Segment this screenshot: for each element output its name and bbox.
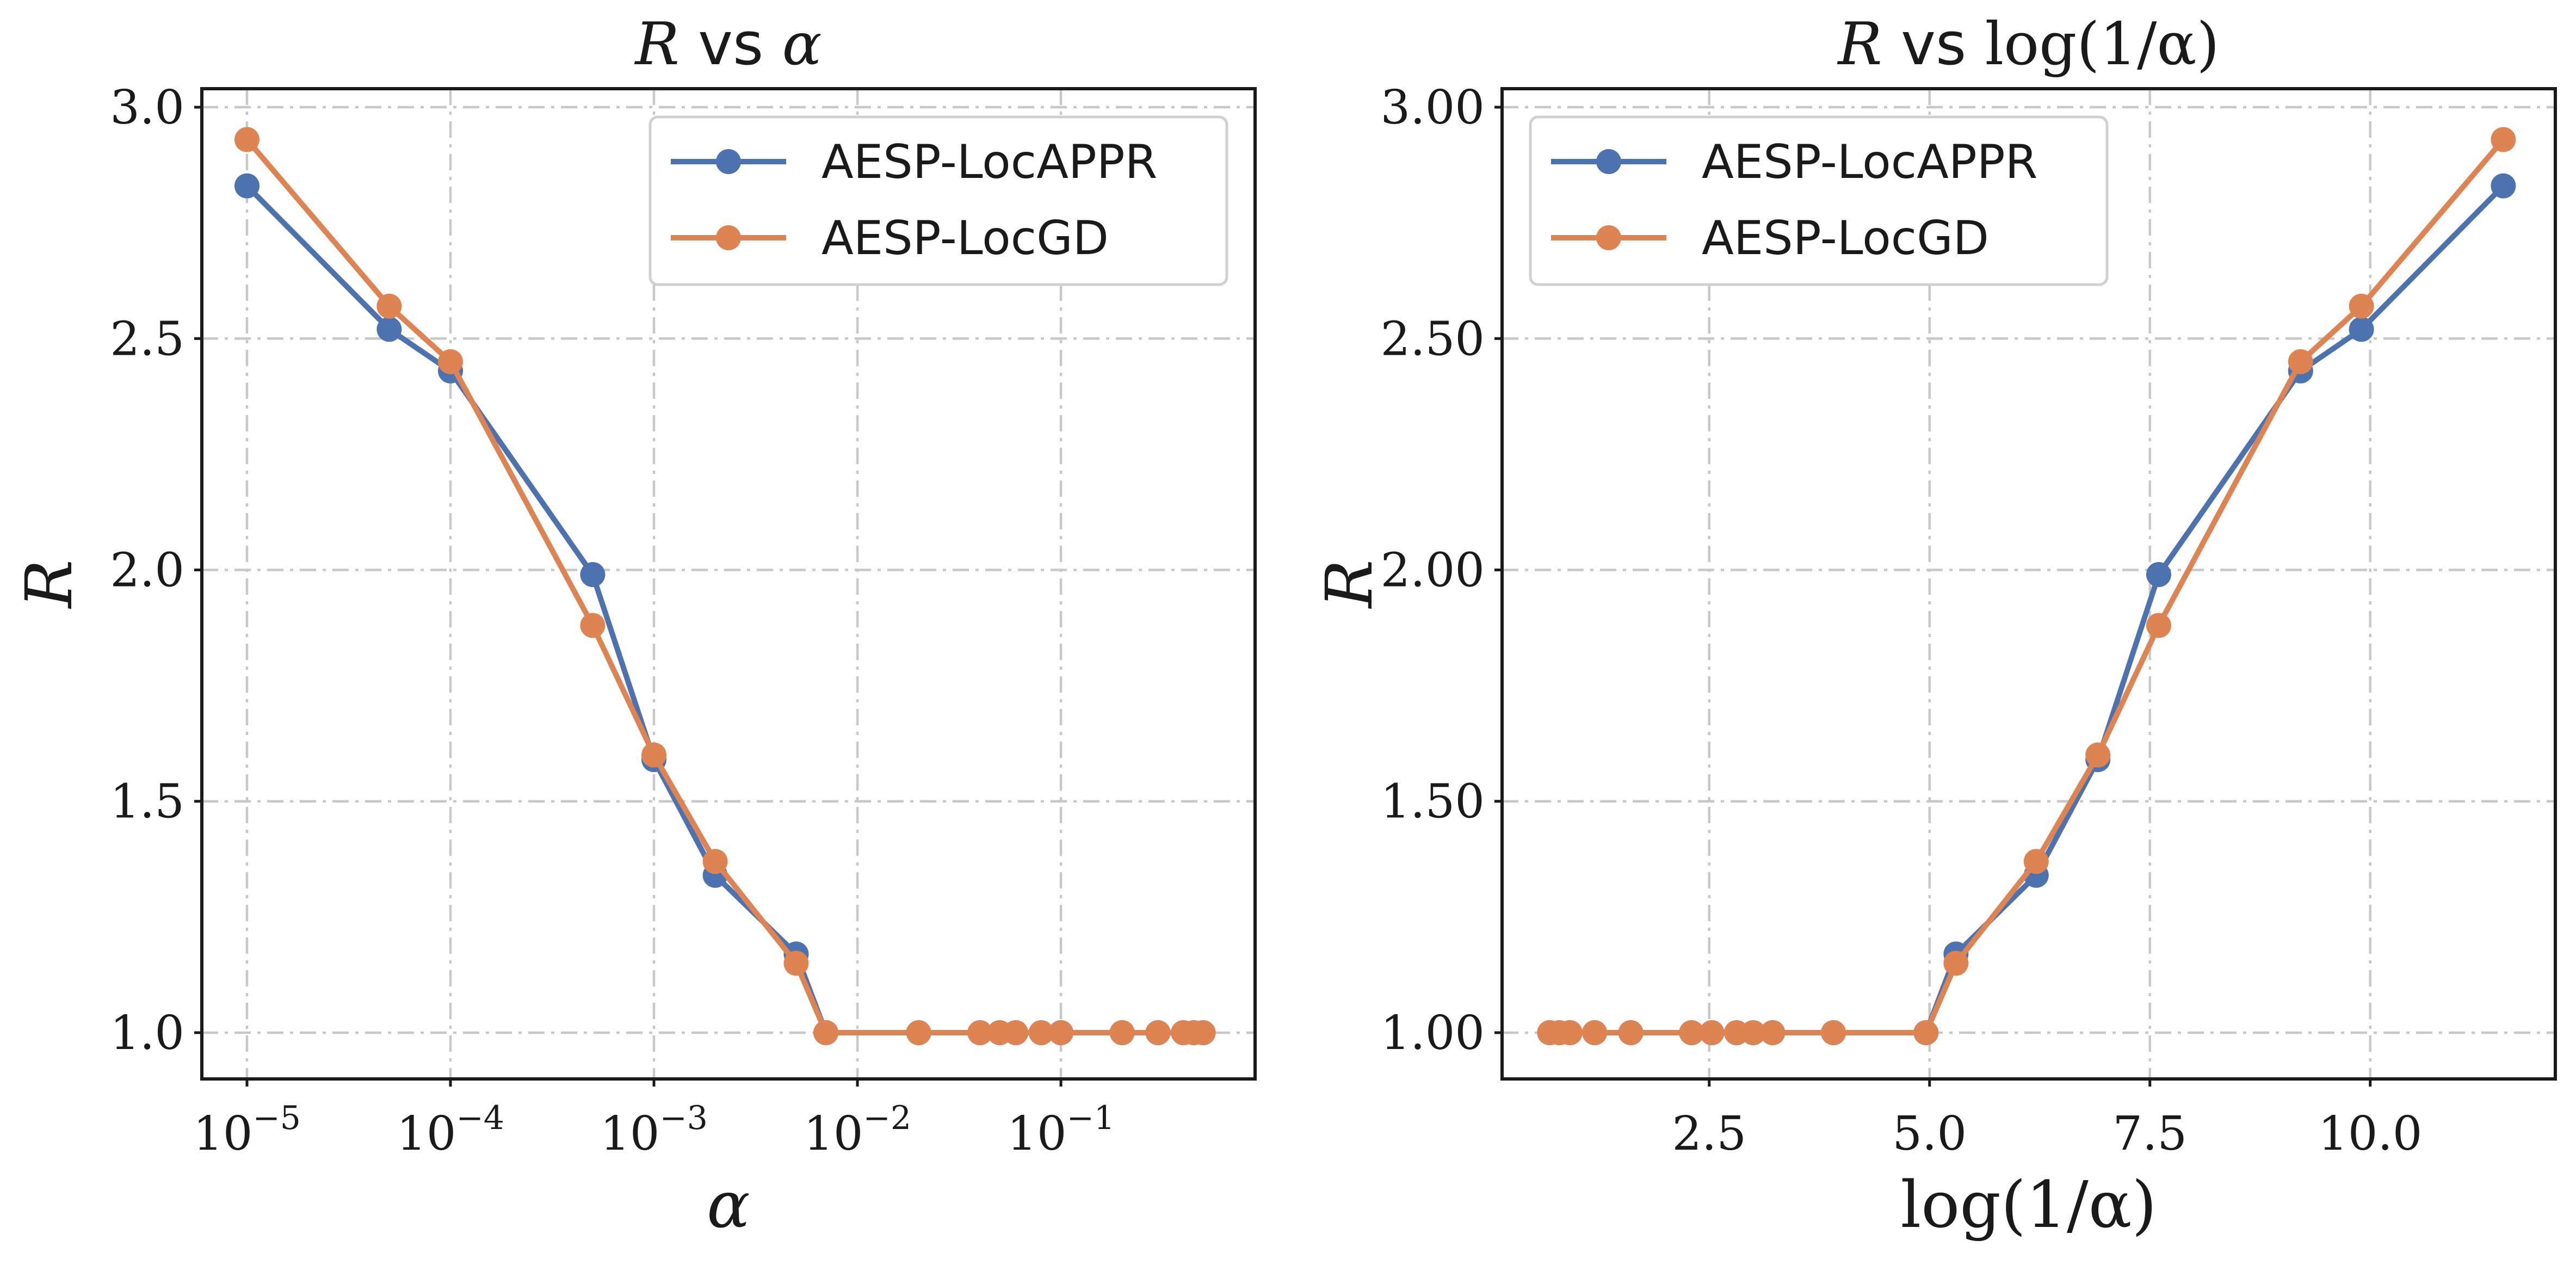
data-point — [2349, 293, 2374, 319]
data-point — [1618, 1020, 1644, 1045]
data-point — [1028, 1020, 1054, 1045]
data-point — [1557, 1020, 1583, 1045]
data-point — [234, 173, 260, 199]
legend-swatch-marker — [716, 149, 741, 174]
tick-exponent: −4 — [456, 1099, 504, 1137]
y-tick-label: 2.5 — [110, 312, 184, 366]
x-tick-label: 7.5 — [2112, 1107, 2187, 1161]
data-point — [580, 562, 606, 587]
title-part: vs — [1901, 10, 1985, 78]
tick-exponent: −5 — [252, 1099, 300, 1137]
chart-title: R vs log(1/α) — [1837, 10, 2219, 78]
data-point — [1760, 1020, 1786, 1045]
data-point — [641, 742, 667, 768]
y-tick-label: 2.00 — [1381, 543, 1485, 597]
axes-frame — [200, 87, 1257, 1081]
data-point — [2491, 127, 2516, 152]
x-tick-label: 10−5 — [193, 1099, 301, 1161]
data-point — [580, 613, 606, 638]
legend: AESP-LocAPPR AESP-LocGD — [1529, 115, 2109, 286]
y-tick-label: 1.00 — [1381, 1006, 1485, 1060]
data-point — [438, 349, 464, 374]
data-point — [1740, 1020, 1766, 1045]
legend-swatch-marker — [1596, 149, 1621, 174]
data-point — [783, 951, 809, 976]
x-tick-label: 10.0 — [2318, 1107, 2422, 1161]
y-tick-label: 1.0 — [110, 1006, 184, 1060]
y-tick-label: 2.50 — [1381, 312, 1485, 366]
y-tick-label: 3.00 — [1381, 81, 1485, 135]
data-point — [2349, 317, 2374, 342]
data-point — [2023, 849, 2049, 874]
data-point — [1048, 1020, 1074, 1045]
data-point — [1190, 1020, 1216, 1045]
title-part: α — [782, 10, 822, 78]
legend-box — [1529, 115, 2109, 286]
data-point — [1679, 1020, 1704, 1045]
data-point — [2288, 349, 2313, 374]
data-point — [1821, 1020, 1846, 1045]
legend-swatch-marker — [716, 225, 741, 250]
legend-label: AESP-LocGD — [1702, 211, 1989, 266]
legend-box — [648, 115, 1228, 286]
data-point — [967, 1020, 993, 1045]
data-point — [2491, 173, 2516, 199]
legend-label: AESP-LocAPPR — [821, 135, 1157, 189]
legend-swatch-marker — [1596, 225, 1621, 250]
y-axis-label: R — [1312, 560, 1387, 609]
tick-base: 10 — [804, 1107, 863, 1161]
data-point — [1109, 1020, 1135, 1045]
data-point — [1943, 951, 1969, 976]
x-tick-label: 2.5 — [1672, 1107, 1746, 1161]
data-point — [2085, 742, 2111, 768]
data-point — [2146, 613, 2171, 638]
data-point — [702, 849, 728, 874]
data-point — [1913, 1020, 1939, 1045]
tick-base: 10 — [193, 1107, 252, 1161]
tick-base: 10 — [397, 1107, 456, 1161]
title-part: vs — [698, 10, 782, 78]
x-tick-label: 10−4 — [397, 1099, 504, 1161]
title-part: R — [1837, 10, 1901, 78]
data-point — [813, 1020, 839, 1045]
y-tick-label: 2.0 — [110, 543, 184, 597]
x-tick-label: 10−2 — [804, 1099, 911, 1161]
data-point — [234, 127, 260, 152]
x-axis-label: α — [707, 1167, 750, 1242]
y-tick-label: 1.5 — [110, 775, 184, 829]
data-point — [1003, 1020, 1029, 1045]
y-axis-label: R — [11, 560, 87, 609]
x-tick-label: 10−1 — [1007, 1099, 1115, 1161]
title-part: R — [634, 10, 698, 78]
tick-exponent: −1 — [1067, 1099, 1115, 1137]
title-part: log(1/α) — [1985, 10, 2220, 78]
chart-2: 2.5 5.0 7.5 10.0 1.00 1.50 2.00 2.50 3.00 log(1/α… — [1312, 10, 2557, 1242]
legend-label: AESP-LocGD — [821, 211, 1109, 266]
tick-base: 10 — [600, 1107, 659, 1161]
tick-exponent: −2 — [863, 1099, 911, 1137]
data-point — [2146, 562, 2171, 587]
data-point — [1145, 1020, 1171, 1045]
legend: AESP-LocAPPR AESP-LocGD — [648, 115, 1228, 286]
data-point — [376, 317, 402, 342]
y-tick-label: 1.50 — [1381, 775, 1485, 829]
data-point — [376, 293, 402, 319]
data-point — [1699, 1020, 1725, 1045]
x-tick-label: 5.0 — [1892, 1107, 1967, 1161]
y-tick-label: 3.0 — [110, 81, 184, 135]
axes-frame — [1500, 87, 2557, 1081]
legend-label: AESP-LocAPPR — [1702, 135, 2037, 189]
chart-title: R vs α — [634, 10, 821, 78]
x-tick-label: 10−3 — [600, 1099, 708, 1161]
data-point — [1582, 1020, 1608, 1045]
tick-base: 10 — [1007, 1107, 1066, 1161]
x-axis-label: log(1/α) — [1901, 1167, 2157, 1242]
data-point — [906, 1020, 931, 1045]
tick-exponent: −3 — [660, 1099, 708, 1137]
